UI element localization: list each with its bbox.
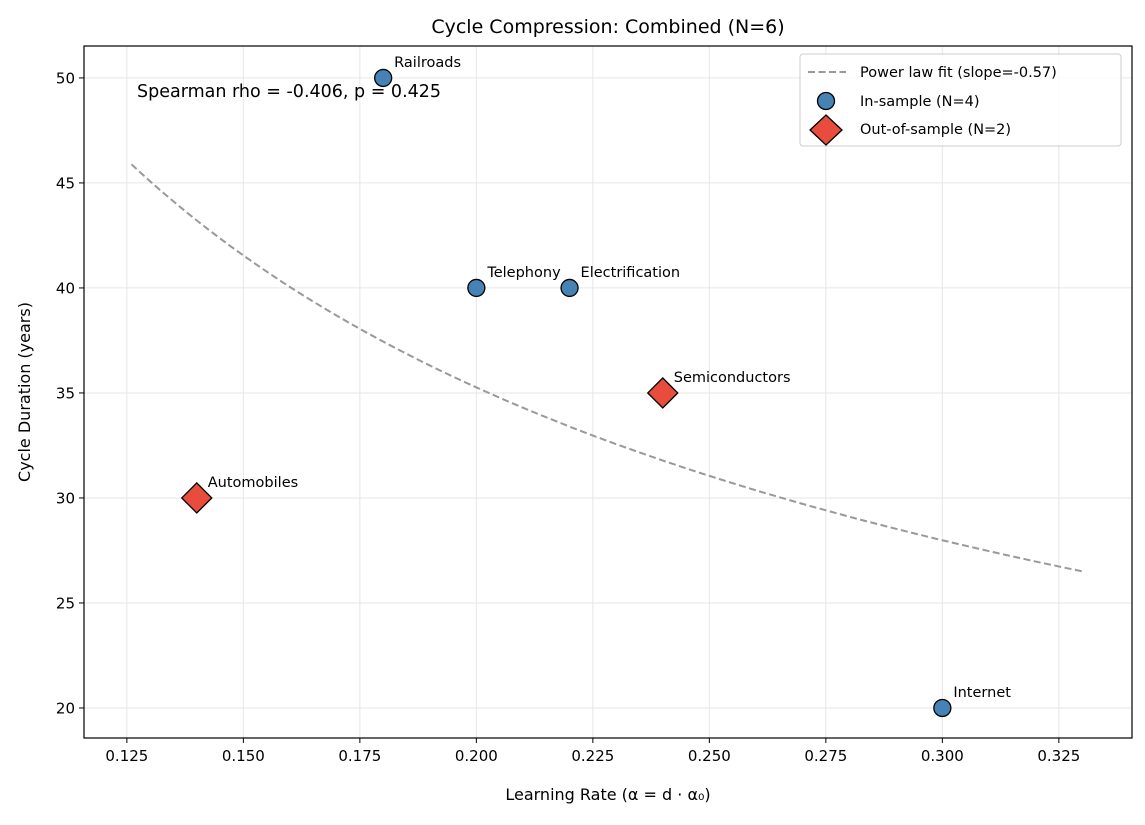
point-railroads bbox=[374, 68, 393, 88]
legend-out-of-sample-marker bbox=[809, 114, 843, 146]
x-axis-label: Learning Rate (α = d · α₀) bbox=[505, 785, 710, 804]
legend-fit-label: Power law fit (slope=-0.57) bbox=[860, 65, 1057, 81]
y-tick-label: 20 bbox=[56, 699, 75, 717]
point-label-railroads: Railroads bbox=[394, 55, 461, 71]
point-label-internet: Internet bbox=[953, 685, 1011, 701]
y-tick-label: 45 bbox=[56, 174, 75, 192]
point-internet bbox=[933, 698, 952, 718]
point-telephony bbox=[467, 278, 486, 298]
x-tick-label: 0.125 bbox=[105, 747, 148, 765]
point-automobiles bbox=[180, 482, 213, 514]
legend: Power law fit (slope=-0.57) In-sample (N… bbox=[799, 53, 1122, 147]
point-electrification bbox=[560, 278, 579, 298]
legend-in-sample-label: In-sample (N=4) bbox=[860, 94, 980, 110]
point-label-semiconductors: Semiconductors bbox=[674, 370, 791, 386]
point-label-telephony: Telephony bbox=[486, 265, 561, 281]
y-tick-label: 50 bbox=[56, 69, 75, 87]
y-tick-label: 35 bbox=[56, 384, 75, 402]
x-tick-label: 0.250 bbox=[688, 747, 731, 765]
x-tick-label: 0.150 bbox=[222, 747, 265, 765]
grid bbox=[84, 46, 1132, 738]
point-label-electrification: Electrification bbox=[581, 265, 681, 281]
legend-frame bbox=[799, 53, 1122, 147]
x-tick-label: 0.325 bbox=[1037, 747, 1080, 765]
y-tick-label: 25 bbox=[56, 594, 75, 612]
legend-out-of-sample-label: Out-of-sample (N=2) bbox=[860, 122, 1011, 138]
data-points: Railroads Telephony Electrification Interne… bbox=[180, 55, 1011, 718]
axis-ticks: 0.125 0.150 0.175 0.200 0.225 0.250 0.275 0.300… bbox=[56, 69, 1080, 765]
x-tick-label: 0.200 bbox=[455, 747, 498, 765]
plot-frame bbox=[83, 45, 1133, 739]
chart-title: Cycle Compression: Combined (N=6) bbox=[431, 16, 784, 38]
annotation-spearman: Spearman rho = -0.406, p = 0.425 bbox=[137, 82, 441, 102]
x-tick-label: 0.175 bbox=[338, 747, 381, 765]
point-label-automobiles: Automobiles bbox=[208, 475, 298, 491]
x-tick-label: 0.300 bbox=[921, 747, 964, 765]
power-law-fit-line bbox=[130, 163, 1083, 573]
legend-in-sample-marker bbox=[816, 91, 836, 111]
x-tick-label: 0.225 bbox=[571, 747, 614, 765]
y-tick-label: 30 bbox=[56, 489, 75, 507]
y-tick-label: 40 bbox=[56, 279, 75, 297]
x-tick-label: 0.275 bbox=[804, 747, 847, 765]
y-axis-label: Cycle Duration (years) bbox=[15, 302, 34, 482]
point-semiconductors bbox=[646, 377, 679, 409]
